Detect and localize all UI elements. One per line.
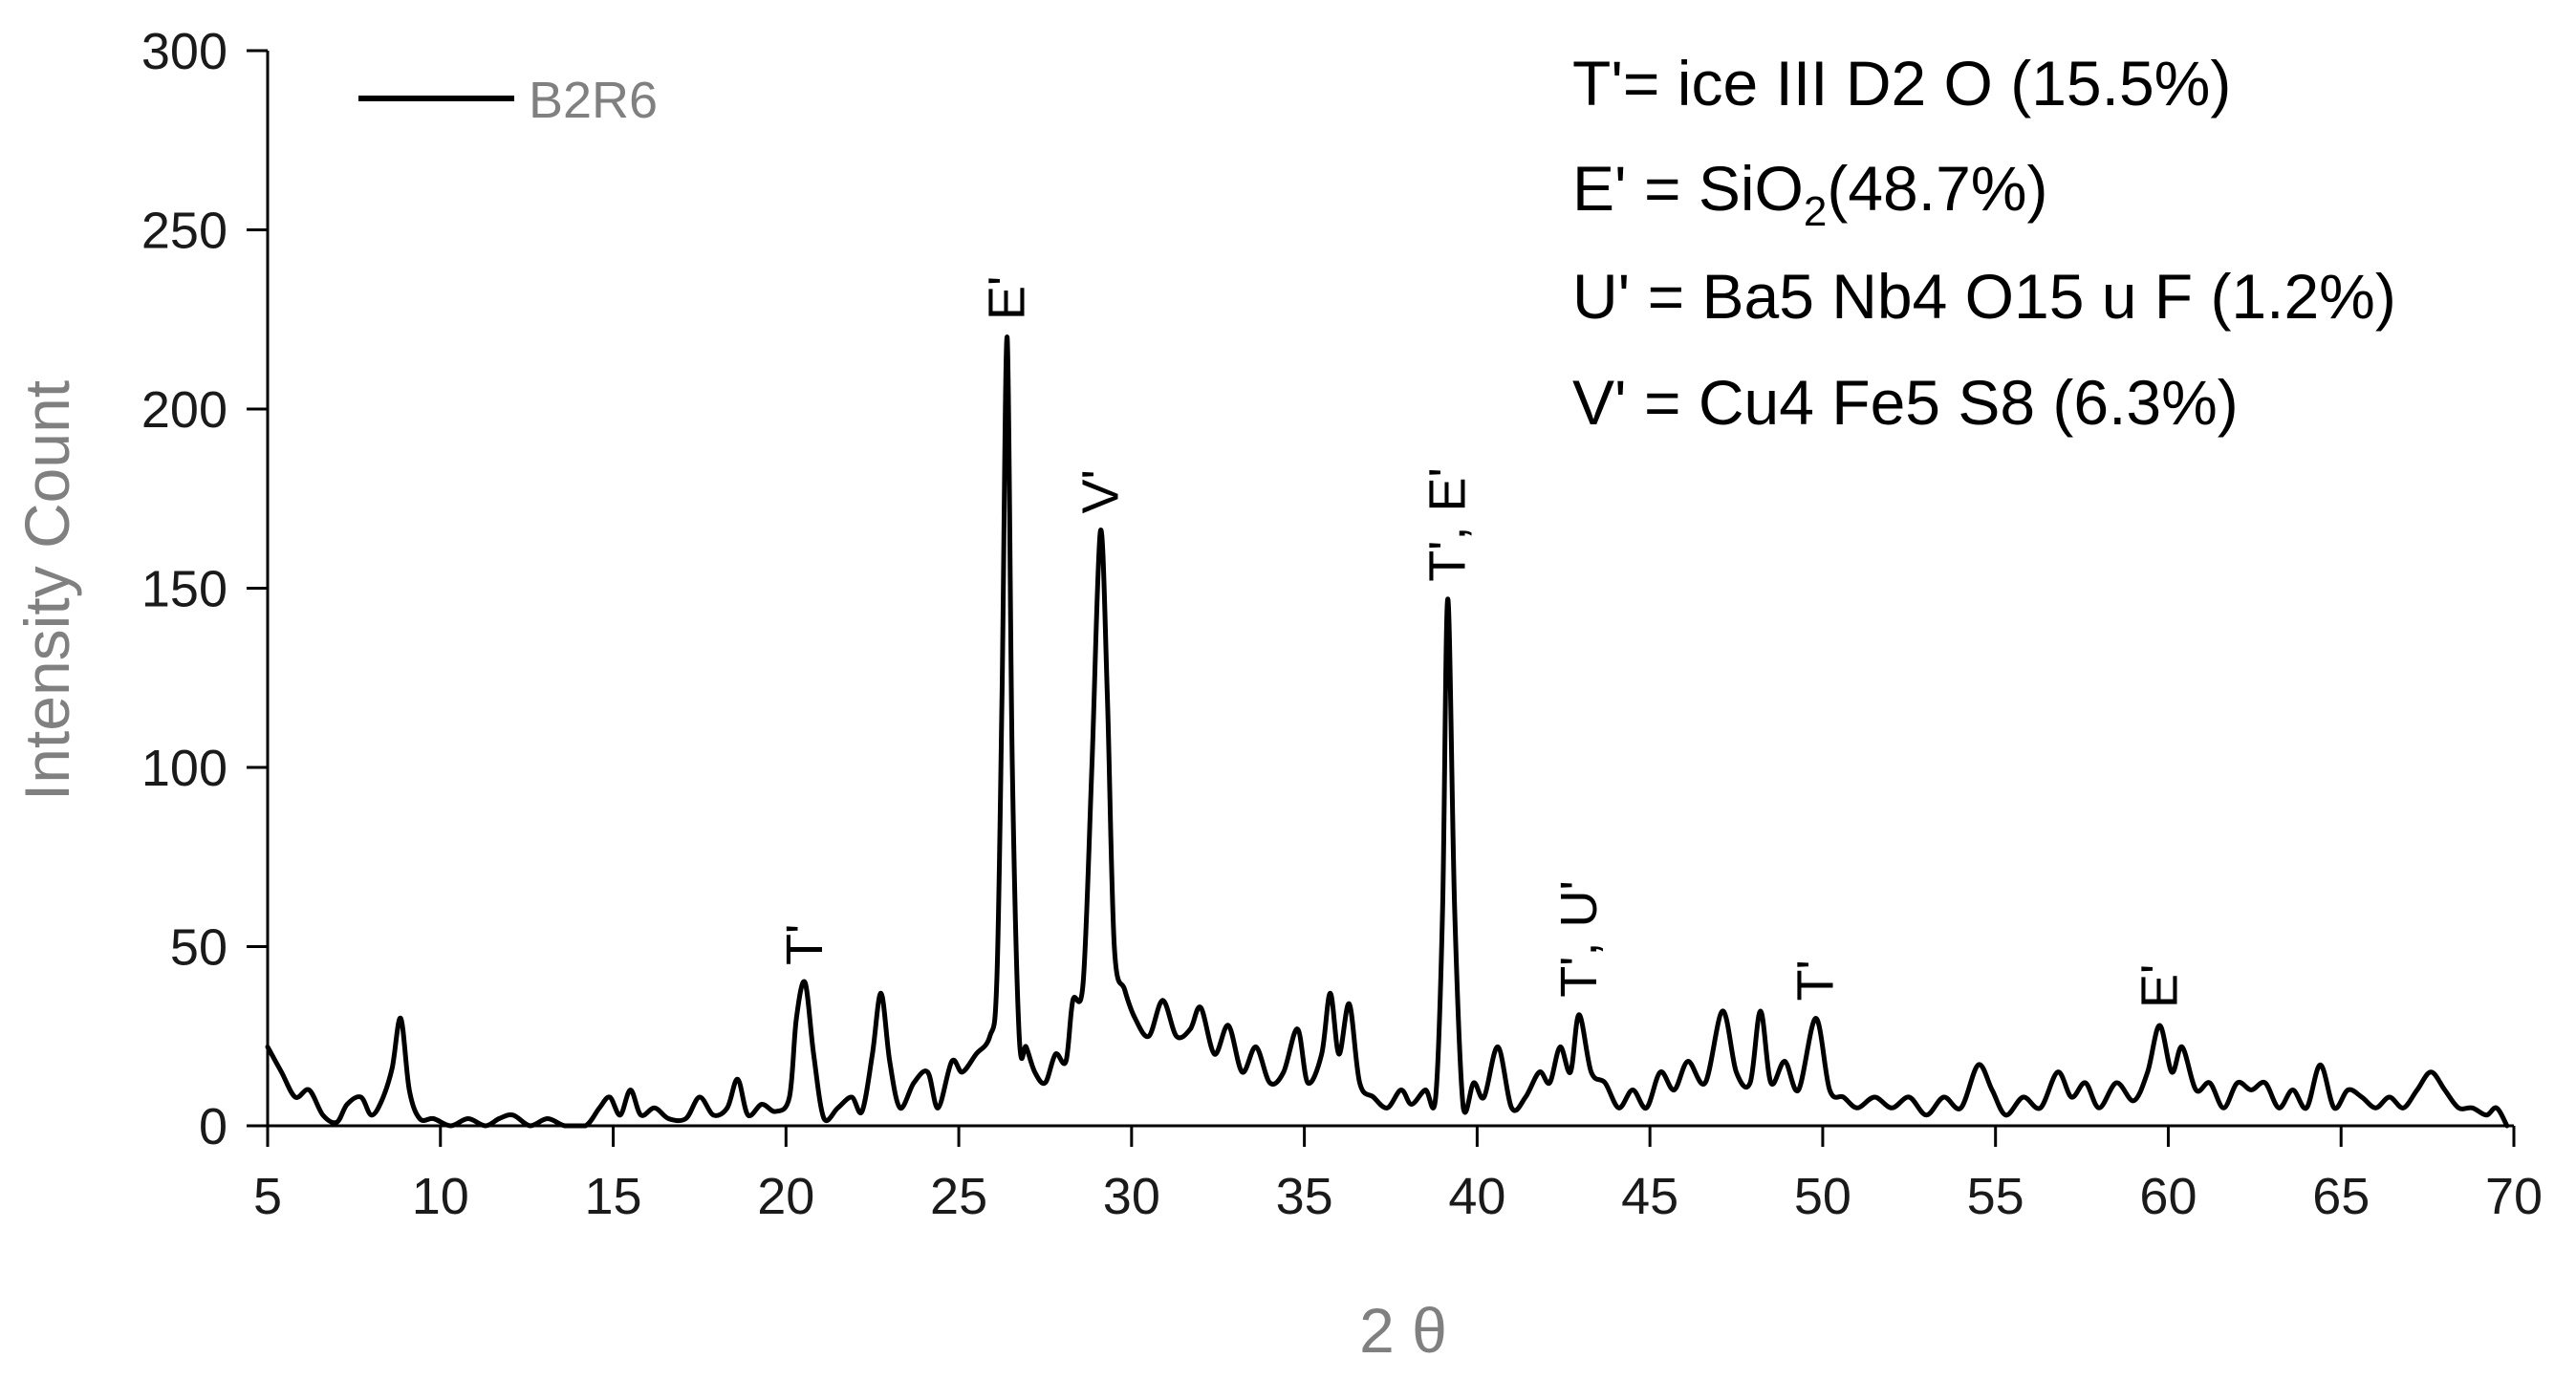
x-tick-label: 40 (1448, 1168, 1505, 1225)
annotation-line-2-subscript: 2 (1804, 188, 1827, 235)
annotation-line-3: U' = Ba5 Nb4 O15 u F (1.2%) (1572, 261, 2396, 332)
y-tick-label: 100 (141, 740, 227, 797)
peak-label: E' (2131, 964, 2188, 1008)
peak-label: E' (979, 276, 1036, 320)
y-axis-title: Intensity Count (11, 380, 82, 801)
x-tick-label: 20 (757, 1168, 814, 1225)
legend: B2R6 (358, 72, 658, 129)
peak-label: T' (1787, 960, 1845, 1001)
x-tick-label: 45 (1621, 1168, 1678, 1225)
peak-labels: T' E' V' T', E' T', U' T' E' (776, 276, 2188, 1008)
x-tick-label: 35 (1276, 1168, 1333, 1225)
x-tick-label: 10 (412, 1168, 469, 1225)
x-axis-title: 2 θ (1359, 1295, 1447, 1366)
x-tick-label: 30 (1103, 1168, 1160, 1225)
peak-label: T', U' (1550, 880, 1608, 998)
annotation-line-1: T'= ice III D2 O (15.5%) (1572, 48, 2231, 119)
x-tick-label: 50 (1794, 1168, 1851, 1225)
y-tick-label: 50 (170, 919, 227, 977)
y-tick-label: 250 (141, 203, 227, 260)
x-tick-label: 60 (2139, 1168, 2197, 1225)
series-line-b2r6 (265, 334, 2510, 1129)
peak-label: T' (776, 924, 833, 965)
annotation-line-4: V' = Cu4 Fe5 S8 (6.3%) (1572, 367, 2239, 438)
x-tick-label: 70 (2485, 1168, 2543, 1225)
phase-annotations: T'= ice III D2 O (15.5%) E' = SiO2(48.7%… (1572, 48, 2396, 438)
y-tick-label: 200 (141, 381, 227, 439)
x-tick-label: 55 (1967, 1168, 2024, 1225)
x-tick-label: 5 (253, 1168, 282, 1225)
x-axis-ticks: 5 10 15 20 25 30 35 40 45 50 55 60 65 70 (253, 1126, 2543, 1225)
y-tick-label: 150 (141, 561, 227, 618)
y-tick-label: 0 (199, 1098, 227, 1155)
annotation-line-2-tail: (48.7%) (1827, 153, 2047, 224)
series-layer (265, 334, 2510, 1129)
legend-label: B2R6 (529, 72, 658, 129)
x-tick-label: 25 (930, 1168, 987, 1225)
x-tick-label: 15 (584, 1168, 641, 1225)
y-axis-ticks: 0 50 100 150 200 250 300 (141, 23, 268, 1155)
annotation-line-2-main: E' = SiO (1572, 153, 1804, 224)
x-tick-label: 65 (2312, 1168, 2370, 1225)
peak-label: V' (1072, 469, 1129, 513)
peak-label: T', E' (1419, 467, 1477, 582)
y-tick-label: 300 (141, 23, 227, 80)
annotation-line-2: E' = SiO2(48.7%) (1572, 153, 2047, 235)
